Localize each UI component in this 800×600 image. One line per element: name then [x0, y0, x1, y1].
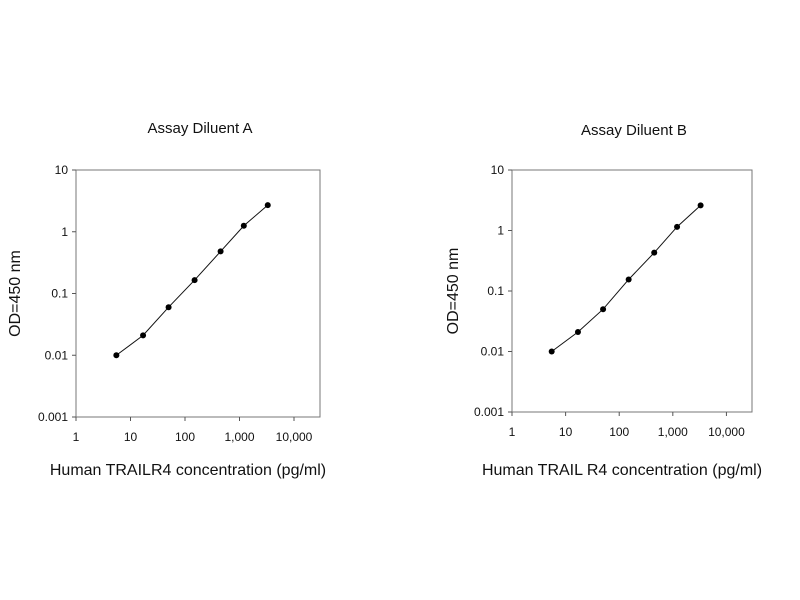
data-point [191, 277, 198, 284]
x-tick-label: 10,000 [708, 425, 745, 439]
plot-frame [75, 169, 321, 418]
y-tick-label: 10 [55, 163, 69, 177]
x-tick-label: 1,000 [224, 430, 254, 444]
data-point [574, 329, 581, 336]
x-tick-label: 10,000 [276, 430, 313, 444]
y-tick-label: 1 [61, 225, 68, 239]
x-axis-label: Human TRAIL R4 concentration (pg/ml) [482, 462, 762, 479]
data-point [240, 222, 247, 229]
data-point [697, 202, 704, 209]
chart-title: Assay Diluent B [581, 122, 687, 139]
y-axis-label: OD=450 nm [7, 250, 24, 337]
data-point [548, 348, 555, 355]
x-tick-label: 1 [509, 425, 516, 439]
y-tick-label: 0.1 [487, 284, 504, 298]
y-tick-label: 0.01 [45, 348, 69, 362]
data-point [217, 248, 224, 255]
x-tick-label: 1,000 [658, 425, 688, 439]
data-point [651, 249, 658, 256]
chart-title: Assay Diluent A [147, 120, 252, 137]
data-point [113, 352, 120, 359]
x-tick-label: 100 [175, 430, 195, 444]
chart-b: Assay Diluent B 0.001 0.01 0.1 1 10 1 10 100 1,00… [445, 122, 762, 479]
data-point [165, 304, 172, 311]
y-tick-label: 10 [491, 163, 505, 177]
data-point [140, 332, 147, 339]
x-tick-label: 10 [124, 430, 138, 444]
data-point [625, 276, 632, 283]
data-point [600, 306, 607, 313]
y-tick-label: 0.1 [51, 287, 68, 301]
y-axis-label: OD=450 nm [445, 248, 462, 335]
y-tick-label: 0.01 [481, 345, 505, 359]
data-point [264, 202, 271, 209]
x-tick-label: 10 [559, 425, 573, 439]
x-tick-label: 100 [609, 425, 629, 439]
chart-a: Assay Diluent A 0.001 0.01 0.1 1 10 1 10 100 1,00… [7, 120, 326, 479]
y-tick-label: 1 [497, 224, 504, 238]
y-tick-label: 0.001 [474, 405, 504, 419]
x-axis-label: Human TRAILR4 concentration (pg/ml) [50, 462, 326, 479]
plot-frame [511, 169, 753, 413]
y-tick-label: 0.001 [38, 410, 68, 424]
x-tick-label: 1 [73, 430, 80, 444]
data-point [674, 223, 681, 230]
